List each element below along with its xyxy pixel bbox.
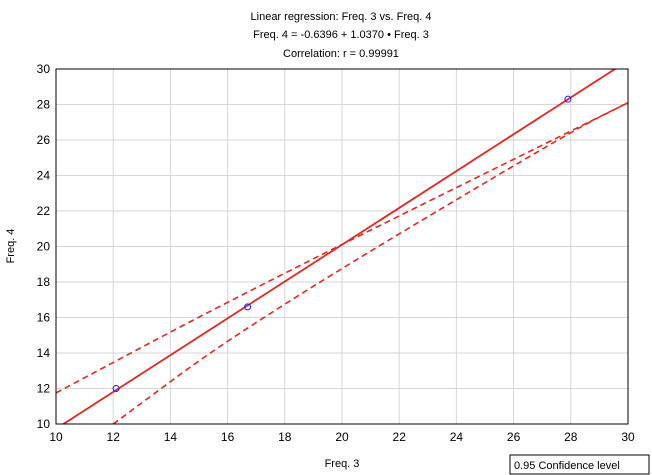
x-tick-label: 18	[278, 430, 292, 444]
title-line-1: Linear regression: Freq. 3 vs. Freq. 4	[251, 11, 432, 23]
y-tick-label: 24	[37, 169, 51, 183]
x-tick-label: 28	[564, 430, 578, 444]
x-tick-label: 24	[450, 430, 464, 444]
y-tick-label: 26	[37, 133, 51, 147]
y-tick-label: 14	[37, 346, 51, 360]
regression-line	[61, 69, 617, 424]
y-tick-label: 20	[37, 240, 51, 254]
x-tick-label: 26	[507, 430, 521, 444]
x-tick-label: 10	[49, 430, 63, 444]
y-tick-label: 30	[37, 62, 51, 76]
x-tick-labels: 10 12 14 16 18 20 22 24 26 28 30	[49, 430, 635, 444]
upper-confidence-line	[56, 102, 628, 394]
data-point	[244, 303, 252, 311]
title-line-3: Correlation: r = 0.99991	[283, 48, 399, 60]
data-point	[564, 95, 572, 103]
y-tick-label: 10	[37, 417, 51, 431]
y-tick-label: 22	[37, 204, 51, 218]
confidence-band	[56, 102, 628, 424]
y-tick-labels: 10 12 14 16 18 20 22 24 26 28 30	[37, 62, 51, 431]
legend: 0.95 Confidence level	[509, 454, 650, 475]
legend-box	[509, 454, 650, 475]
x-tick-label: 30	[621, 430, 635, 444]
y-tick-label: 12	[37, 382, 51, 396]
y-axis-label: Freq. 4	[5, 229, 17, 264]
x-tick-label: 22	[393, 430, 407, 444]
regression-line-group	[61, 69, 617, 424]
x-tick-label: 20	[335, 430, 349, 444]
data-points	[112, 95, 572, 392]
x-tick-label: 16	[221, 430, 235, 444]
y-tick-label: 18	[37, 275, 51, 289]
legend-text: 0.95 Confidence level	[514, 460, 620, 472]
x-tick-label: 12	[107, 430, 121, 444]
chart-title: Linear regression: Freq. 3 vs. Freq. 4 F…	[251, 11, 432, 60]
plot-frame	[55, 68, 629, 425]
x-axis-label: Freq. 3	[325, 458, 360, 470]
grid-lines	[55, 68, 629, 425]
y-tick-label: 16	[37, 311, 51, 325]
lower-confidence-line	[112, 102, 628, 424]
data-point	[112, 385, 120, 392]
y-tick-label: 28	[37, 98, 51, 112]
title-line-2: Freq. 4 = -0.6396 + 1.0370 • Freq. 3	[253, 29, 429, 41]
x-tick-label: 14	[164, 430, 178, 444]
